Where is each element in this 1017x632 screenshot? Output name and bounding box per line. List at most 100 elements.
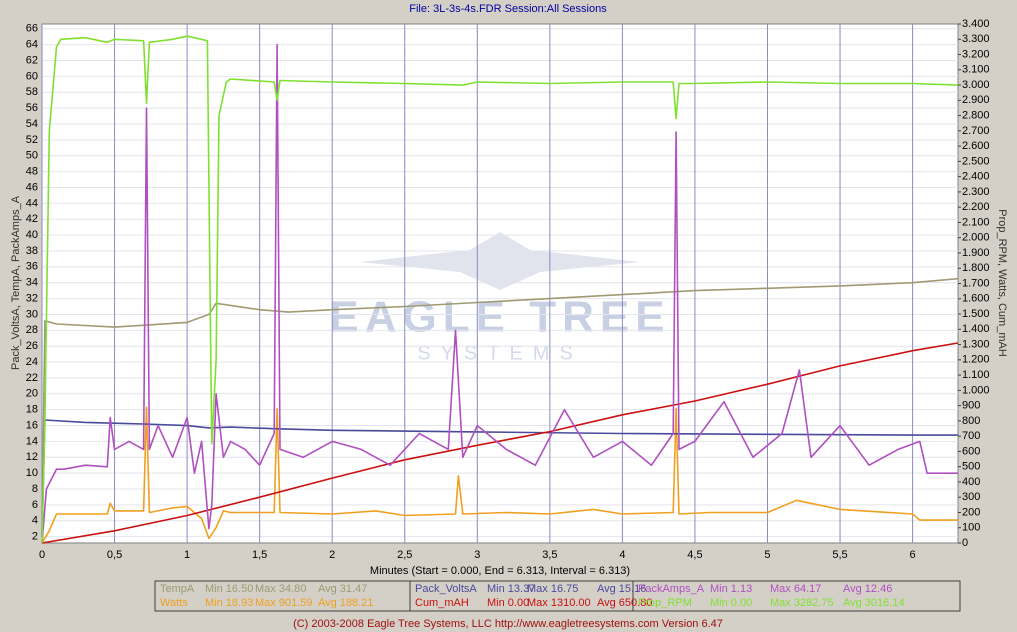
- y2-tick-label: 300: [962, 491, 980, 503]
- y-tick-label: 38: [26, 245, 38, 257]
- y-tick-label: 56: [26, 102, 38, 114]
- x-tick-label: 2,5: [397, 549, 412, 561]
- legend-label: Prop_RPM: [638, 597, 692, 609]
- y-tick-label: 54: [26, 118, 38, 130]
- y-tick-label: 30: [26, 308, 38, 320]
- footer: (C) 2003-2008 Eagle Tree Systems, LLC ht…: [293, 618, 723, 630]
- legend-stat: Avg 188.21: [318, 597, 373, 609]
- series-line: [41, 277, 959, 537]
- y2-tick-label: 700: [962, 430, 980, 442]
- legend-label: Pack_VoltsA: [415, 583, 477, 595]
- y2-tick-label: 1.300: [962, 338, 990, 350]
- y-tick-label: 66: [26, 23, 38, 35]
- y-tick-label: 34: [26, 277, 38, 289]
- x-tick-label: 5: [764, 549, 770, 561]
- legend-label: Watts: [160, 597, 188, 609]
- legend-stat: Min 18.93: [205, 597, 253, 609]
- legend-stat: Max 34.80: [255, 583, 306, 595]
- y2-tick-label: 2.600: [962, 140, 990, 152]
- legend-stat: Max 1310.00: [527, 597, 591, 609]
- y-tick-label: 14: [26, 435, 38, 447]
- series-line: [41, 342, 959, 544]
- y-tick-label: 6: [32, 499, 38, 511]
- legend-stat: Max 901.59: [255, 597, 312, 609]
- y-tick-label: 36: [26, 261, 38, 273]
- x-tick-label: 1: [184, 549, 190, 561]
- y-tick-label: 16: [26, 419, 38, 431]
- x-tick-label: 3,5: [542, 549, 557, 561]
- y2-tick-label: 2.300: [962, 186, 990, 198]
- legend-stat: Min 1.13: [710, 583, 752, 595]
- y2-tick-label: 200: [962, 506, 980, 518]
- y-tick-label: 58: [26, 86, 38, 98]
- x-tick-label: 4,5: [687, 549, 702, 561]
- x-tick-label: 0: [39, 549, 45, 561]
- y-tick-label: 32: [26, 292, 38, 304]
- legend-stat: Avg 12.46: [843, 583, 892, 595]
- y-tick-label: 48: [26, 166, 38, 178]
- y2-tick-label: 800: [962, 415, 980, 427]
- y2-tick-label: 1.000: [962, 384, 990, 396]
- y2-axis-label: Prop_RPM, Watts, Cum_mAH: [996, 209, 1008, 357]
- y-tick-label: 52: [26, 134, 38, 146]
- y2-tick-label: 1.700: [962, 277, 990, 289]
- y-tick-label: 18: [26, 404, 38, 416]
- legend-stat: Min 0.00: [487, 597, 529, 609]
- legend-stat: Avg 3016.14: [843, 597, 905, 609]
- watermark-logo: [360, 232, 640, 290]
- y-tick-label: 28: [26, 324, 38, 336]
- y-axis-label: Pack_VoltsA, TempA, PackAmps_A: [10, 195, 22, 370]
- y2-tick-label: 600: [962, 445, 980, 457]
- x-tick-label: 5,5: [832, 549, 847, 561]
- y2-tick-label: 2.700: [962, 125, 990, 137]
- series-line: [41, 406, 958, 544]
- series-line: [41, 419, 958, 537]
- y-tick-label: 24: [26, 356, 38, 368]
- legend-stat: Avg 650.80: [597, 597, 652, 609]
- y2-tick-label: 900: [962, 400, 980, 412]
- legend-stat: Max 64.17: [770, 583, 821, 595]
- series-line: [41, 35, 959, 544]
- y2-tick-label: 1.600: [962, 293, 990, 305]
- y2-tick-label: 0: [962, 537, 968, 549]
- plot-area: [41, 23, 959, 544]
- series-line: [41, 43, 958, 544]
- x-tick-label: 2: [329, 549, 335, 561]
- y2-tick-label: 2.400: [962, 171, 990, 183]
- y2-tick-label: 1.900: [962, 247, 990, 259]
- y-tick-label: 2: [32, 531, 38, 543]
- x-tick-label: 1,5: [252, 549, 267, 561]
- legend-stat: Min 13.37: [487, 583, 535, 595]
- y-tick-label: 60: [26, 70, 38, 82]
- y2-tick-label: 3.400: [962, 18, 990, 30]
- legend-box: [154, 580, 961, 612]
- y-tick-label: 42: [26, 213, 38, 225]
- chart-title: File: 3L-3s-4s.FDR Session:All Sessions: [409, 3, 607, 15]
- legend-label: TempA: [160, 583, 195, 595]
- y-tick-label: 26: [26, 340, 38, 352]
- y2-tick-label: 2.000: [962, 232, 990, 244]
- legend-stat: Min 16.50: [205, 583, 253, 595]
- legend-stat: Avg 15.16: [597, 583, 646, 595]
- y2-tick-label: 2.500: [962, 155, 990, 167]
- legend-stat: Max 3282.75: [770, 597, 834, 609]
- y-tick-label: 20: [26, 388, 38, 400]
- x-tick-label: 0,5: [107, 549, 122, 561]
- y2-tick-label: 500: [962, 461, 980, 473]
- y2-tick-label: 2.900: [962, 94, 990, 106]
- y-tick-label: 64: [26, 39, 38, 51]
- x-tick-label: 6: [910, 549, 916, 561]
- y2-tick-label: 3.300: [962, 33, 990, 45]
- y-tick-label: 10: [26, 467, 38, 479]
- y2-tick-label: 1.400: [962, 323, 990, 335]
- x-tick-label: 4: [619, 549, 625, 561]
- y2-tick-label: 1.500: [962, 308, 990, 320]
- y2-tick-label: 1.100: [962, 369, 990, 381]
- y2-tick-label: 1.200: [962, 354, 990, 366]
- y-tick-label: 12: [26, 451, 38, 463]
- y-tick-label: 44: [26, 197, 38, 209]
- y2-tick-label: 3.100: [962, 64, 990, 76]
- watermark: SYSTEMS: [417, 342, 583, 364]
- y2-tick-label: 2.100: [962, 216, 990, 228]
